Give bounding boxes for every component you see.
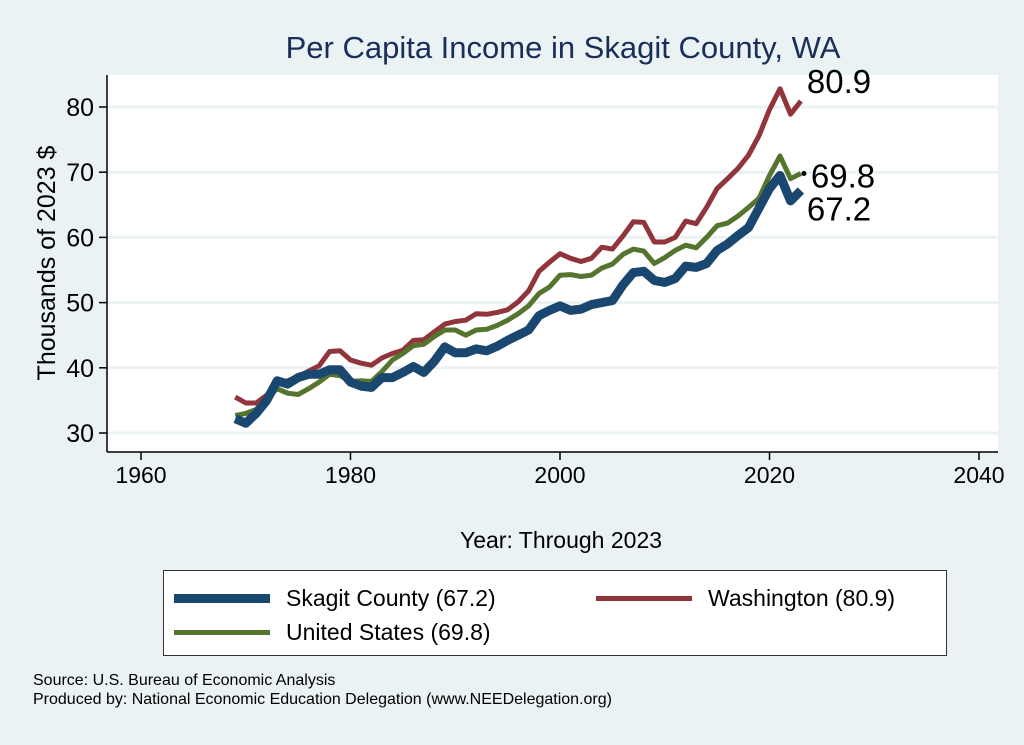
legend-swatch [596, 596, 692, 601]
legend-label: Skagit County (67.2) [286, 585, 496, 611]
source-note: Source: U.S. Bureau of Economic Analysis [33, 672, 336, 689]
legend-label: Washington (80.9) [708, 585, 896, 611]
legend: Skagit County (67.2) Washington (80.9) U… [163, 570, 947, 656]
legend-item-washington: Washington (80.9) [596, 585, 895, 612]
y-tick-label: 70 [66, 159, 94, 187]
legend-label: United States (69.8) [286, 619, 491, 645]
legend-swatch [174, 594, 270, 603]
x-tick-label: 2040 [953, 462, 1004, 488]
series-line-washington [234, 86, 803, 406]
y-tick-label: 50 [66, 290, 94, 318]
y-tick-label: 80 [66, 94, 94, 122]
legend-item-skagit: Skagit County (67.2) [174, 585, 496, 612]
x-tick-label: 2020 [744, 462, 795, 488]
plot-area [107, 75, 998, 452]
series-line-skagit-county [233, 171, 805, 428]
y-axis-label: Thousands of 2023 $ [33, 145, 61, 380]
y-tick-label: 30 [66, 420, 94, 448]
x-axis-label: Year: Through 2023 [460, 527, 662, 553]
end-value-label: 80.9 [807, 63, 871, 100]
x-tick-label: 1960 [115, 462, 166, 488]
chart-title: Per Capita Income in Skagit County, WA [286, 30, 841, 65]
y-tick-label: 40 [66, 355, 94, 383]
label-marker [801, 171, 807, 177]
y-tick-label: 60 [66, 224, 94, 252]
produced-by-note: Produced by: National Economic Education… [33, 691, 612, 708]
x-tick-label: 1980 [325, 462, 376, 488]
legend-swatch [174, 630, 270, 635]
x-tick-label: 2000 [534, 462, 585, 488]
end-value-label: 69.8 [811, 158, 875, 195]
legend-item-us: United States (69.8) [174, 619, 491, 646]
end-value-label: 67.2 [807, 190, 871, 227]
